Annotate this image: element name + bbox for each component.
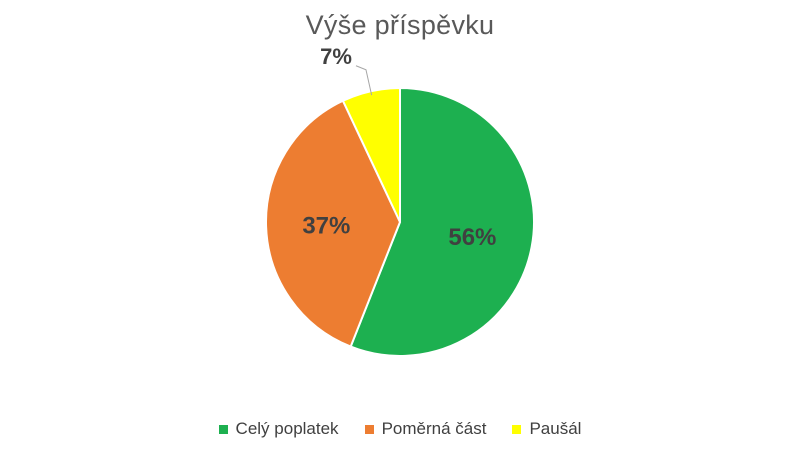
legend-swatch-cely-poplatek bbox=[218, 424, 228, 434]
legend-item-pomerna-cast: Poměrná část bbox=[364, 419, 487, 439]
leader-line-pausal bbox=[355, 65, 373, 96]
data-label-cely-poplatek: 56% bbox=[448, 224, 496, 251]
pie-slice-cely-poplatek bbox=[349, 86, 535, 357]
data-label-pomerna-cast: 37% bbox=[302, 212, 350, 239]
pie-data-labels: 56% 37% 7% bbox=[302, 44, 496, 251]
data-label-pausal: 7% bbox=[320, 44, 352, 69]
legend-item-pausal: Paušál bbox=[512, 419, 581, 439]
pie-slices bbox=[265, 86, 535, 357]
legend-item-cely-poplatek: Celý poplatek bbox=[218, 419, 339, 439]
legend-label-cely-poplatek: Celý poplatek bbox=[235, 419, 339, 438]
legend-swatch-pausal bbox=[512, 424, 522, 434]
legend-swatch-pomerna-cast bbox=[364, 424, 374, 434]
chart-title: Výše příspěvku bbox=[305, 10, 495, 40]
pie-slice-pomerna-cast bbox=[265, 99, 402, 348]
chart-legend: Celý poplatek Poměrná část Paušál bbox=[0, 419, 800, 439]
legend-label-pomerna-cast: Poměrná část bbox=[381, 419, 487, 438]
legend-label-pausal: Paušál bbox=[529, 419, 582, 438]
